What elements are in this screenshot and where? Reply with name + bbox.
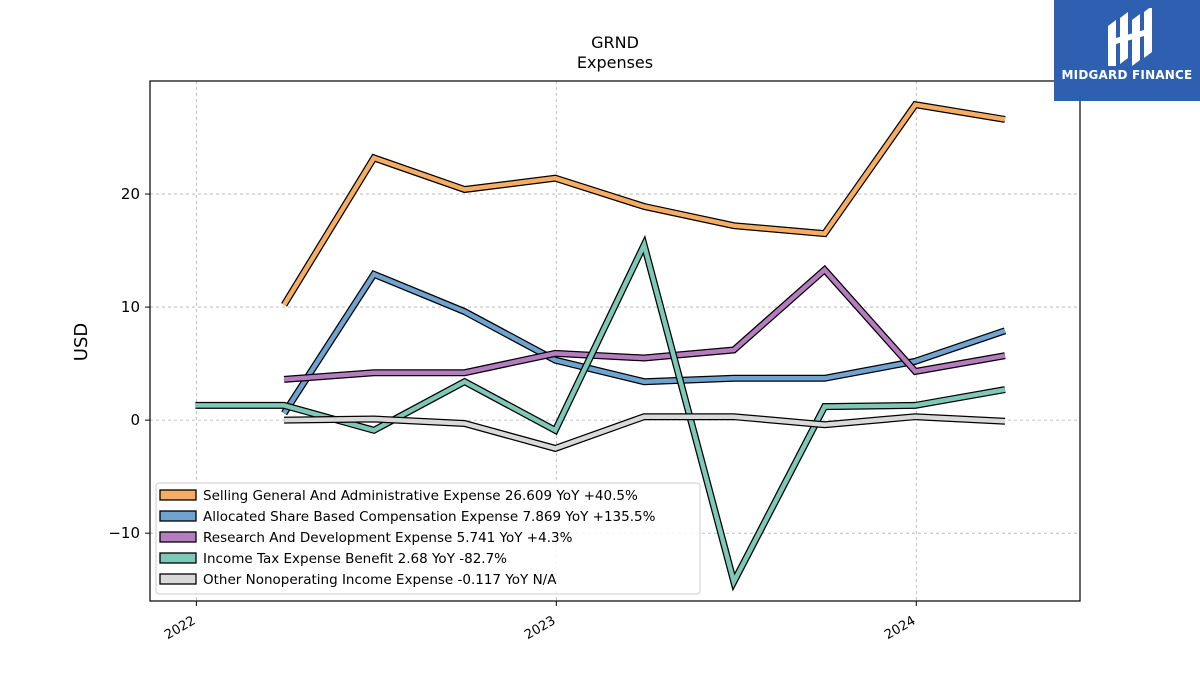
legend-entry: Selling General And Administrative Expen… xyxy=(203,488,638,504)
legend-entry: Allocated Share Based Compensation Expen… xyxy=(203,509,656,525)
series-line-1 xyxy=(281,100,1006,307)
legend-entry: Income Tax Expense Benefit 2.68 YoY -82.… xyxy=(203,551,507,567)
brand-name: MIDGARD FINANCE xyxy=(1061,68,1193,82)
legend-swatch xyxy=(159,573,197,585)
y-tick-label: −10 xyxy=(108,524,140,542)
midgard-logo-icon xyxy=(1108,8,1152,66)
plot-frame xyxy=(149,80,1081,602)
y-tick-label: 20 xyxy=(121,185,140,203)
legend-entry: Other Nonoperating Income Expense -0.117… xyxy=(203,572,557,588)
x-tick-label: 2022 xyxy=(162,613,198,643)
series-line-2 xyxy=(281,269,1007,416)
legend-entry: Research And Development Expense 5.741 Y… xyxy=(203,530,573,546)
legend-swatch xyxy=(159,531,197,543)
chart-title: GRND xyxy=(591,33,639,52)
legend-swatch xyxy=(159,510,197,522)
y-axis-label: USD xyxy=(71,323,92,361)
legend-swatch xyxy=(159,489,197,501)
series-line-5 xyxy=(284,413,1006,453)
x-tick-label: 2024 xyxy=(882,613,918,643)
brand-logo: MIDGARD FINANCE xyxy=(1054,0,1200,101)
legend-swatch xyxy=(159,552,197,564)
y-tick-label: 0 xyxy=(130,411,140,429)
x-tick-label: 2023 xyxy=(522,613,558,643)
legend-box xyxy=(155,482,701,595)
chart-subtitle: Expenses xyxy=(577,53,653,72)
series-lines xyxy=(195,100,1007,592)
y-tick-label: 10 xyxy=(121,298,140,316)
series-line-3 xyxy=(283,264,1006,383)
legend: Selling General And Administrative Expen… xyxy=(155,482,701,595)
